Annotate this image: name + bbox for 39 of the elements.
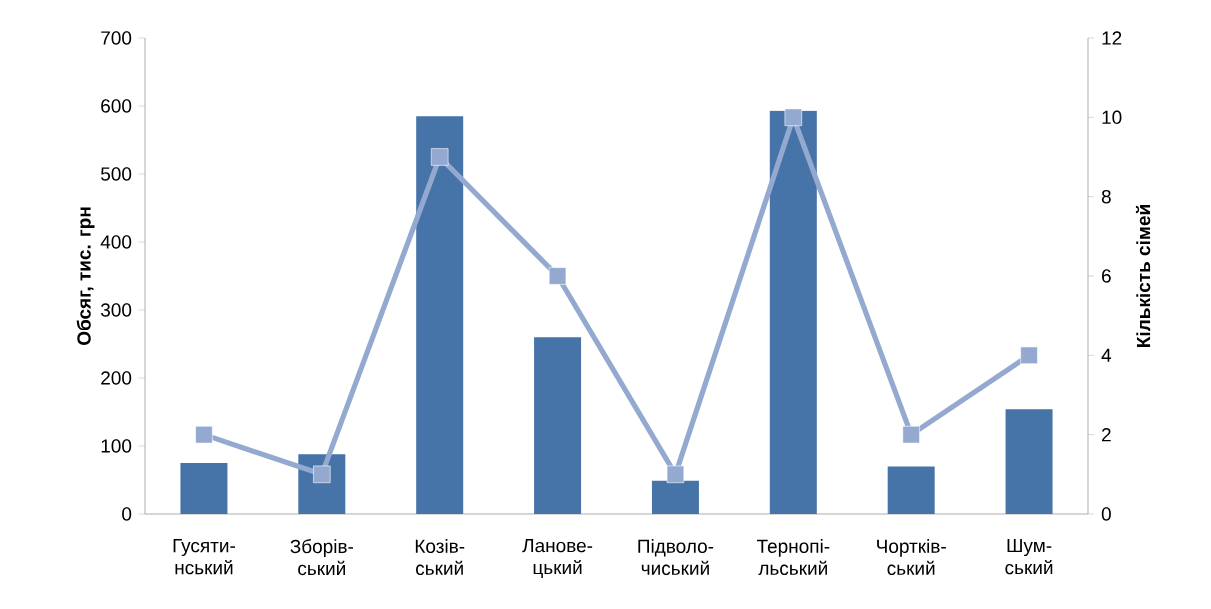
bar [416, 116, 464, 514]
y-tick-label: 700 [101, 31, 132, 45]
bar [180, 462, 228, 514]
y2-tick-label: 10 [1102, 110, 1122, 125]
x-tick-label: Зборів-ський [290, 539, 354, 576]
bar [534, 337, 582, 514]
point [666, 465, 685, 484]
y2-tick-label: 4 [1101, 348, 1112, 362]
x-tick-label: Козів-ський [415, 539, 465, 576]
y2-axis-title: Кількість сімей [1135, 205, 1151, 347]
bar [651, 480, 699, 514]
point [430, 148, 449, 166]
y2-tick-label: 0 [1101, 507, 1111, 521]
y2-tick-label: 12 [1102, 31, 1122, 45]
y2-tick-label: 6 [1102, 269, 1111, 283]
point [195, 425, 213, 444]
bar [769, 110, 817, 514]
x-tick-label: Тернопі-льський [756, 539, 830, 576]
y-tick-label: 300 [100, 303, 132, 317]
x-tick-label: Ланове-цький [522, 539, 593, 578]
point [902, 425, 920, 444]
y2-tick-label: 8 [1101, 189, 1111, 204]
y-tick-label: 0 [122, 507, 132, 521]
bar [1005, 409, 1053, 514]
y-tick-label: 200 [101, 371, 132, 385]
y-tick-label: 500 [100, 167, 132, 181]
x-tick-label: Чортків-ський [877, 539, 946, 576]
x-tick-label: Шум-ський [1005, 539, 1053, 575]
point [784, 108, 803, 127]
x-tick-label: Гусяти-нський [173, 539, 235, 575]
y-tick-label: 600 [101, 99, 132, 113]
x-tick-label: Підволо-чиський [638, 539, 714, 576]
point [548, 267, 567, 285]
point [1020, 346, 1038, 365]
y-axis-title: Обсяг, тис. грн [76, 207, 95, 345]
y-tick-label: 400 [100, 235, 132, 249]
y-tick-label: 100 [101, 439, 132, 453]
y2-tick-label: 2 [1102, 428, 1111, 442]
bar [887, 466, 935, 514]
